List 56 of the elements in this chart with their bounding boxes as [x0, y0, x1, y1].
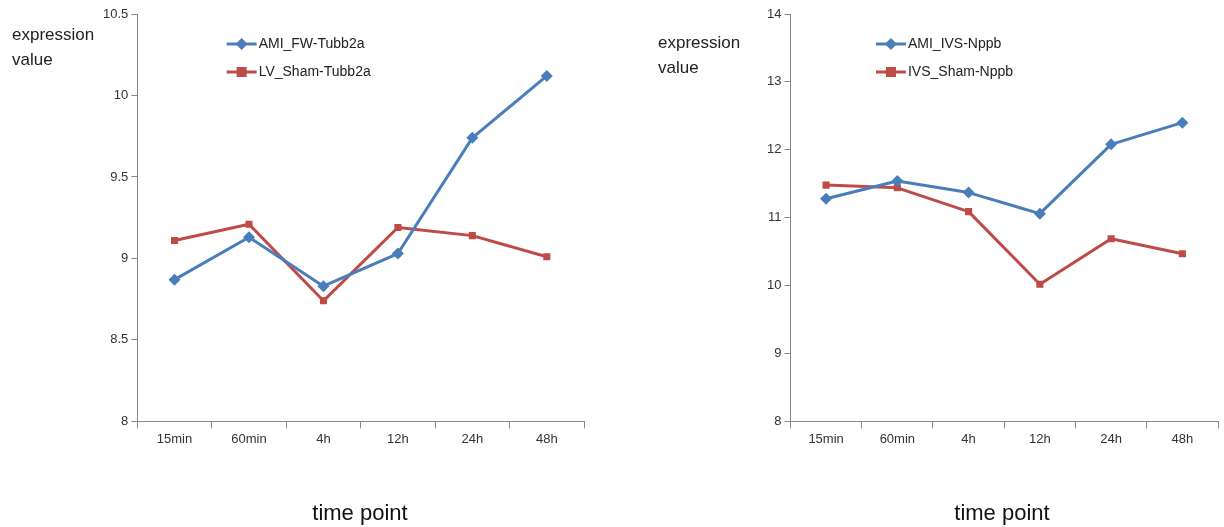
- point: [1105, 138, 1118, 151]
- legend-label: AMI_IVS-Nppb: [907, 34, 1002, 51]
- point: [540, 69, 553, 82]
- point: [822, 181, 830, 189]
- y-tick-label: 9.5: [110, 168, 129, 184]
- point: [965, 208, 973, 216]
- legend-label: AMI_FW-Tubb2a: [258, 34, 365, 51]
- point: [391, 247, 404, 260]
- y-tick-label: 8: [774, 412, 782, 428]
- point: [319, 297, 327, 305]
- x-axis-title: time point: [953, 500, 1051, 526]
- y-tick-label: 9: [121, 250, 129, 266]
- point: [468, 232, 476, 240]
- y-tick-label: 8.5: [110, 331, 129, 347]
- point: [1178, 250, 1186, 258]
- point: [543, 253, 551, 261]
- x-tick-label: 60min: [879, 430, 916, 446]
- y-tick-label: 10: [113, 87, 129, 103]
- y-tick-label: 13: [766, 73, 782, 89]
- point: [1033, 207, 1046, 220]
- y-tick-label: 11: [767, 209, 782, 225]
- x-tick-label: 48h: [535, 430, 558, 446]
- point: [962, 186, 975, 199]
- x-tick-label: 12h: [387, 430, 409, 446]
- x-tick-label: 24h: [461, 430, 484, 446]
- x-tick-label: 15min: [156, 430, 193, 446]
- point: [820, 192, 833, 205]
- point: [1176, 116, 1189, 129]
- point: [1107, 235, 1115, 243]
- y-tick-label: 10.5: [102, 5, 129, 21]
- x-tick-label: 48h: [1171, 430, 1194, 446]
- point: [891, 175, 904, 188]
- y-tick-label: 14: [766, 5, 782, 21]
- point: [394, 223, 402, 232]
- point: [1036, 280, 1044, 288]
- x-tick-label: 4h: [961, 430, 976, 446]
- x-tick-label: 12h: [1029, 430, 1051, 446]
- y-tick-label: 10: [766, 277, 782, 293]
- y-tick-label: 9: [774, 345, 782, 361]
- y-axis-title: expression value: [658, 32, 742, 79]
- y-tick-label: 12: [766, 141, 782, 157]
- legend-label: LV_Sham-Tubb2a: [258, 62, 371, 79]
- x-tick-label: 15min: [808, 430, 844, 446]
- x-axis-title: time point: [311, 500, 409, 526]
- point: [317, 280, 330, 293]
- point: [466, 131, 479, 144]
- x-tick-label: 60min: [231, 430, 267, 446]
- legend-label: IVS_Sham-Nppb: [907, 62, 1014, 79]
- point: [168, 273, 181, 286]
- y-axis-title: expression value: [12, 24, 96, 71]
- point: [245, 220, 253, 228]
- x-tick-label: 4h: [316, 430, 331, 446]
- point: [242, 231, 255, 244]
- x-tick-label: 24h: [1100, 430, 1122, 446]
- y-tick-label: 8: [121, 412, 129, 428]
- point: [170, 236, 179, 245]
